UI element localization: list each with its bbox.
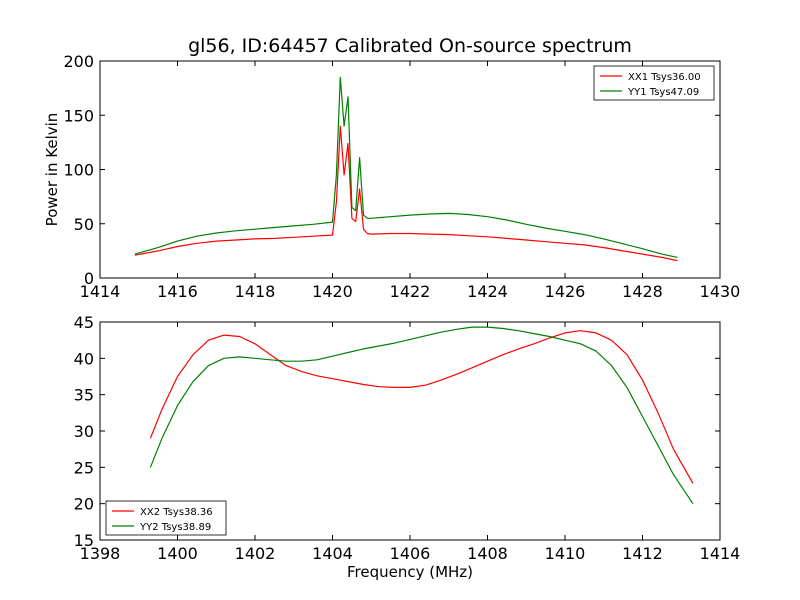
x-tick-label-1-2: 1402 xyxy=(235,544,276,563)
legend-box-0 xyxy=(593,65,715,101)
legend-label-1-1: YY2 Tsys38.89 xyxy=(139,522,211,533)
series-line-1-1 xyxy=(149,326,694,505)
x-tick-label-1-0: 1398 xyxy=(80,544,121,563)
y-axis-label-0: Power in Kelvin xyxy=(43,113,61,227)
x-tick-label-0-8: 1430 xyxy=(700,282,741,301)
series-line-0-0 xyxy=(134,125,678,262)
y-tick-label-0-3: 150 xyxy=(63,106,94,125)
x-tick-label-0-0: 1414 xyxy=(80,282,121,301)
y-tick-label-1-0: 15 xyxy=(74,531,94,550)
y-tick-label-1-2: 25 xyxy=(74,458,94,477)
x-tick-label-0-4: 1422 xyxy=(390,282,431,301)
legend-1: XX2 Tsys38.36 YY2 Tsys38.89 xyxy=(105,500,227,536)
bottom-spectrum-plot: 1398 1400 1402 1404 1406 1408 1410 1412 1414 15 20… xyxy=(74,313,741,581)
x-tick-label-0-2: 1418 xyxy=(235,282,276,301)
x-tick-label-0-1: 1416 xyxy=(157,282,198,301)
y-tick-label-1-5: 40 xyxy=(74,349,94,368)
legend-box-1 xyxy=(105,500,227,536)
chart-title: gl56, ID:64457 Calibrated On-source spec… xyxy=(188,35,632,57)
x-tick-label-0-6: 1426 xyxy=(545,282,586,301)
x-tick-label-0-3: 1420 xyxy=(312,282,353,301)
y-tick-label-1-1: 20 xyxy=(74,495,94,514)
y-tick-label-0-4: 200 xyxy=(63,52,94,71)
y-tick-label-0-0: 0 xyxy=(84,269,94,288)
top-spectrum-plot: 1414 1416 1418 1420 1422 1424 1426 1428 1430 0 50 1… xyxy=(43,52,740,301)
series-line-0-1 xyxy=(134,76,678,258)
y-tick-label-1-4: 35 xyxy=(74,386,94,405)
x-tick-label-1-5: 1408 xyxy=(467,544,508,563)
x-tick-label-1-8: 1414 xyxy=(700,544,741,563)
x-tick-label-0-7: 1428 xyxy=(622,282,663,301)
x-tick-label-1-1: 1400 xyxy=(157,544,198,563)
y-tick-label-0-1: 50 xyxy=(74,215,94,234)
x-tick-label-1-3: 1404 xyxy=(312,544,353,563)
x-tick-label-0-5: 1424 xyxy=(467,282,508,301)
y-tick-label-1-6: 45 xyxy=(74,313,94,332)
legend-label-1-0: XX2 Tsys38.36 xyxy=(140,507,213,518)
legend-0: XX1 Tsys36.00 YY1 Tsys47.09 xyxy=(593,65,715,101)
x-tick-label-1-4: 1406 xyxy=(390,544,431,563)
y-tick-label-1-3: 30 xyxy=(74,422,94,441)
series-line-1-0 xyxy=(149,330,694,484)
x-axis-label-1: Frequency (MHz) xyxy=(347,563,473,581)
x-tick-label-1-7: 1412 xyxy=(622,544,663,563)
legend-label-0-0: XX1 Tsys36.00 xyxy=(628,72,701,83)
legend-label-0-1: YY1 Tsys47.09 xyxy=(627,87,699,98)
y-tick-label-0-2: 100 xyxy=(63,161,94,180)
x-tick-label-1-6: 1410 xyxy=(545,544,586,563)
